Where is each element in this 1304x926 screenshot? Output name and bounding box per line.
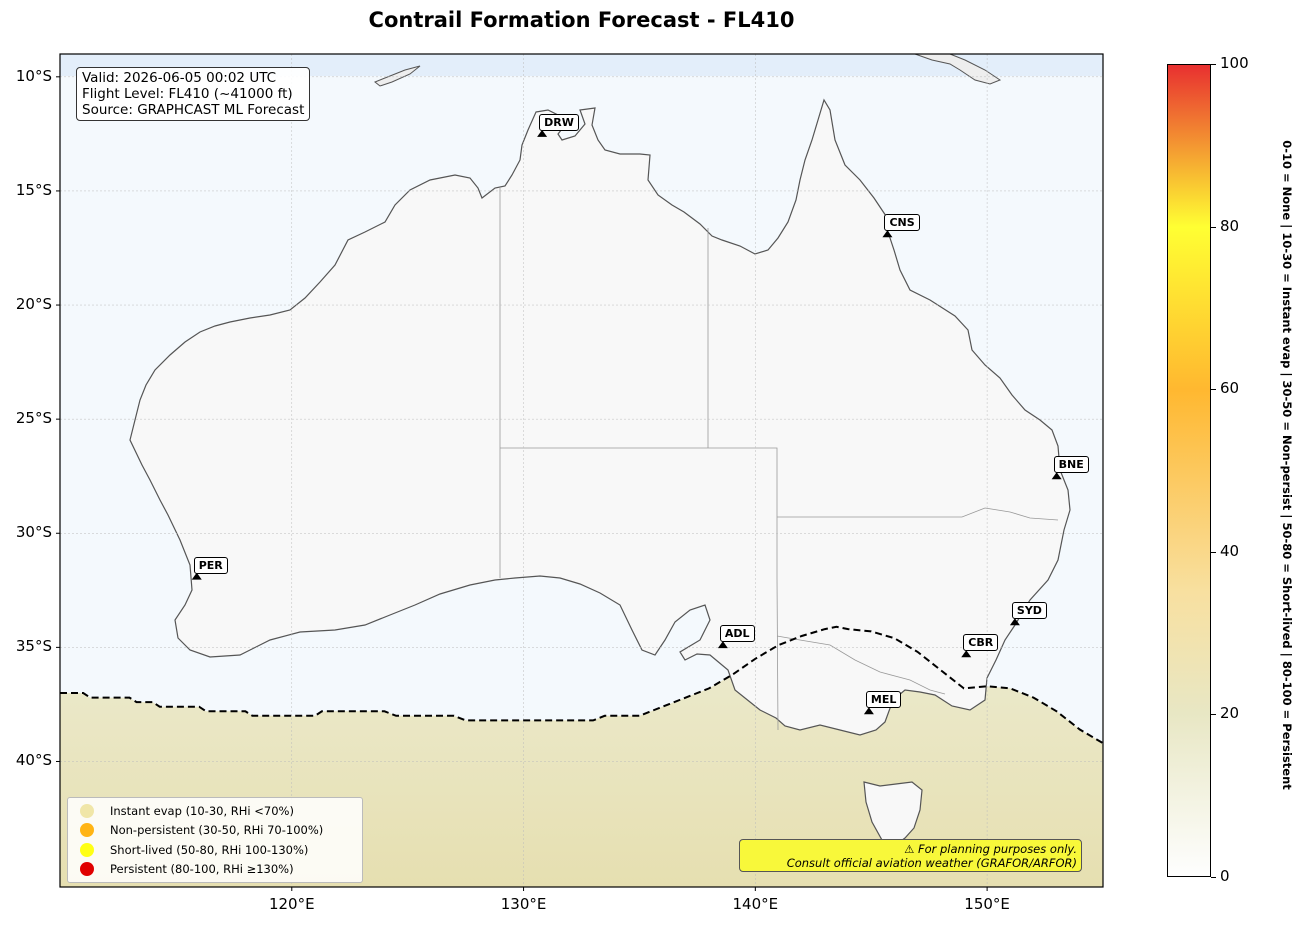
axis-ticks [56, 76, 988, 891]
city-label-cbr: CBR [963, 634, 999, 652]
tasmania [863, 781, 923, 847]
city-marker-adl [717, 641, 728, 649]
city-label-drw: DRW [539, 113, 579, 131]
contrail-threshold-line [60, 625, 1103, 745]
lat-tick-label: 30°S [15, 523, 52, 542]
city-marker-drw [537, 129, 548, 137]
state-borders [499, 188, 1059, 731]
legend-swatch [80, 823, 94, 838]
colorbar [1167, 64, 1211, 877]
png-coast [914, 54, 1002, 85]
legend-label: Non-persistent (30-50, RHi 70-100%) [110, 823, 324, 838]
legend-item: Instant evap (10-30, RHi <70%) [68, 801, 362, 821]
legend-item: Short-lived (50-80, RHi 100-130%) [68, 840, 362, 860]
city-label-per: PER [193, 556, 228, 574]
lon-tick-label: 130°E [500, 895, 547, 913]
colorbar-tick-label: 100 [1220, 54, 1249, 72]
colorbar-tick [1211, 64, 1216, 65]
legend-swatch [80, 803, 94, 818]
legend: Instant evap (10-30, RHi <70%) Non-persis… [67, 797, 363, 883]
city-label-syd: SYD [1011, 602, 1047, 620]
map-frame [59, 53, 1104, 888]
colorbar-tick [1211, 551, 1216, 553]
city-marker-per [191, 572, 202, 580]
city-marker-syd [1009, 618, 1020, 626]
city-marker-cns [882, 230, 893, 238]
legend-label: Short-lived (50-80, RHi 100-130%) [110, 842, 309, 857]
legend-label: Instant evap (10-30, RHi <70%) [110, 803, 294, 818]
city-marker-bne [1051, 472, 1062, 480]
data-source: Source: GRAPHCAST ML Forecast [82, 102, 305, 118]
valid-time: Valid: 2026-06-05 00:02 UTC [82, 70, 277, 86]
disclaimer-line-1: ⚠ For planning purposes only. [904, 842, 1077, 856]
disclaimer-line-2: Consult official aviation weather (GRAFO… [786, 856, 1077, 870]
lat-tick-label: 40°S [15, 751, 52, 770]
colorbar-tick-label: 80 [1220, 216, 1240, 235]
colorbar-tick [1211, 877, 1216, 878]
disclaimer-box: ⚠ For planning purposes only. Consult of… [739, 839, 1082, 872]
colorbar-tick-label: 60 [1220, 379, 1240, 398]
lon-tick-label: 150°E [964, 895, 1010, 913]
legend-item: Non-persistent (30-50, RHi 70-100%) [68, 821, 362, 841]
city-label-adl: ADL [719, 625, 755, 643]
lon-tick-label: 120°E [268, 895, 315, 913]
city-markers [191, 129, 1062, 715]
colorbar-tick [1211, 226, 1216, 228]
colorbar-tick-label: 0 [1220, 867, 1230, 885]
city-marker-cbr [961, 650, 972, 658]
legend-swatch [80, 842, 94, 857]
city-label-cns: CNS [884, 214, 920, 232]
info-box: Valid: 2026-06-05 00:02 UTC Flight Level… [76, 67, 311, 121]
lat-tick-label: 20°S [15, 295, 52, 314]
timor-coast [374, 65, 421, 87]
colorbar-tick [1211, 389, 1216, 391]
flight-level: Flight Level: FL410 (~41000 ft) [82, 86, 293, 102]
colorbar-tick [1211, 714, 1216, 716]
australia-mainland [129, 98, 1071, 736]
lat-tick-label: 25°S [15, 409, 52, 428]
colorbar-caption: 0-10 = None | 10-30 = Instant evap | 30-… [1280, 140, 1294, 790]
city-label-bne: BNE [1053, 456, 1089, 474]
legend-swatch [80, 862, 94, 877]
colorbar-tick-label: 40 [1220, 541, 1240, 560]
top-band [60, 54, 1103, 76]
lat-tick-label: 15°S [15, 180, 52, 199]
lon-tick-label: 140°E [732, 895, 779, 913]
lat-tick-label: 35°S [15, 637, 52, 656]
legend-label: Persistent (80-100, RHi ≥130%) [110, 862, 294, 877]
chart-title: Contrail Formation Forecast - FL410 [368, 8, 795, 32]
colorbar-tick-label: 20 [1220, 704, 1240, 723]
lat-tick-label: 10°S [15, 66, 52, 85]
city-label-mel: MEL [865, 691, 902, 709]
city-marker-mel [863, 707, 874, 715]
legend-item: Persistent (80-100, RHi ≥130%) [68, 860, 362, 880]
